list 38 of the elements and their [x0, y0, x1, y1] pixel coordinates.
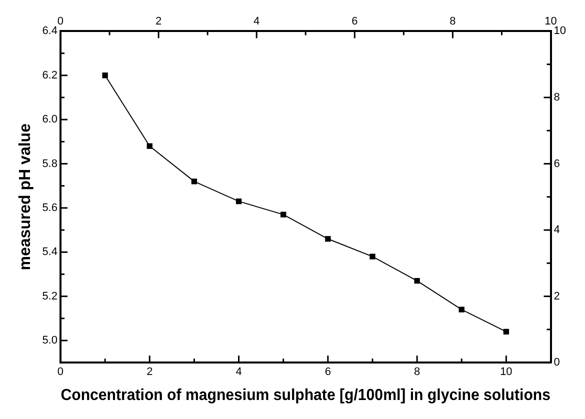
x2-tick-label: 8	[450, 16, 456, 28]
x-tick-label: 8	[414, 366, 420, 378]
y2-tick-label: 0	[554, 356, 560, 369]
point	[102, 72, 108, 78]
x2-tick-label: 0	[57, 16, 64, 28]
y2-tick-label: 4	[554, 224, 560, 236]
point	[414, 278, 420, 284]
x2-tick-label: 4	[254, 16, 260, 28]
point	[146, 143, 152, 149]
point	[458, 306, 464, 312]
x-tick-label: 6	[324, 366, 331, 378]
y2-tick-label: 8	[554, 92, 560, 104]
y-tick-label: 5.2	[42, 290, 58, 302]
point	[370, 254, 376, 260]
point	[280, 212, 286, 218]
y2-tick-label: 6	[554, 158, 560, 170]
y-axis-title: measured pH value	[17, 123, 34, 270]
y-tick-label: 5.6	[42, 202, 58, 214]
x-axis-title: Concentration of magnesium sulphate [g/100ml] in glycine solutions	[60, 386, 550, 404]
y-tick-label: 6.0	[42, 114, 58, 126]
x2-tick-label: 2	[155, 16, 162, 28]
x-tick-label: 10	[500, 366, 512, 378]
x2-tick-label: 10	[544, 16, 557, 28]
x-tick-label: 0	[57, 366, 64, 378]
y-tick-label: 5.4	[42, 246, 58, 258]
y2-tick-label: 2	[554, 290, 560, 302]
y2-tick-label: 10	[554, 25, 566, 38]
y-tick-label: 5.0	[42, 334, 58, 347]
point	[325, 236, 331, 242]
point	[503, 328, 510, 334]
x2-tick-label: 6	[352, 16, 358, 28]
x-tick-label: 4	[236, 366, 242, 378]
y-tick-label: 6.4	[42, 25, 58, 38]
y-tick-label: 5.8	[42, 158, 58, 170]
y-tick-label: 6.2	[42, 69, 58, 82]
x-tick-label: 2	[146, 366, 153, 378]
point	[191, 178, 198, 184]
point	[236, 198, 242, 204]
